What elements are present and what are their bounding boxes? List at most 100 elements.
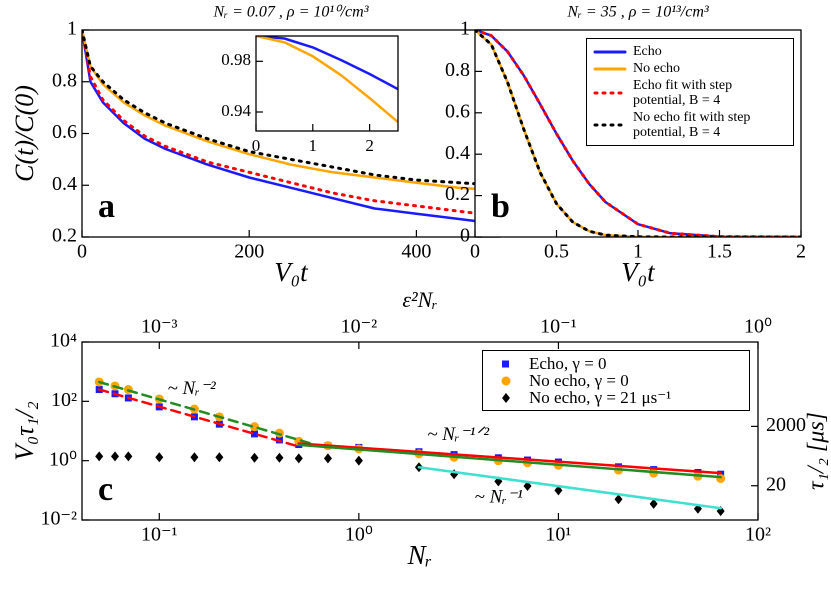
y-tick-label: 0.98 — [221, 50, 251, 69]
marker — [250, 430, 258, 438]
x-tick-label: 0 — [470, 241, 480, 263]
y2-tick-label: 2000 — [766, 414, 806, 436]
y-tick-label: 0.94 — [221, 101, 251, 120]
legend-label: Echo, γ = 0 — [529, 354, 607, 373]
line — [82, 30, 500, 218]
y2-tick-label: 20 — [766, 473, 786, 495]
marker — [716, 474, 726, 484]
legend: Echo No echo Echo fit with step potential,… — [586, 38, 794, 146]
marker — [124, 451, 133, 462]
chart-title: Nᵣ = 35 , ρ = 10¹³/cm³ — [566, 4, 709, 21]
plot-content — [475, 30, 801, 237]
marker — [155, 452, 164, 463]
y-axis-label: C(t)/C(0) — [10, 85, 39, 182]
y-tick-label: 10⁰ — [49, 448, 77, 470]
x-axis-label: V₀t — [274, 257, 309, 287]
marker — [323, 453, 332, 464]
legend-swatch — [593, 67, 627, 70]
x-axis-label: V₀t — [621, 257, 656, 287]
line — [417, 465, 722, 510]
plot-content — [94, 377, 726, 517]
line — [475, 30, 801, 237]
plot-area — [256, 36, 398, 131]
legend-swatch — [593, 50, 627, 53]
legend-label: Echo — [633, 44, 662, 59]
x-tick-label: 0 — [77, 241, 87, 263]
y-tick-label: 10⁻² — [40, 508, 77, 530]
y-tick-label: 0.6 — [52, 121, 77, 143]
annotation: ~ Nᵣ⁻¹ — [475, 486, 523, 507]
legend-entry: No echo — [593, 61, 787, 76]
marker — [250, 452, 259, 463]
x2-tick-label: 10⁻² — [341, 316, 378, 338]
x2-tick-label: 10⁻³ — [141, 316, 178, 338]
x-tick-label: 2 — [365, 136, 374, 155]
x-tick-label: 10⁰ — [345, 524, 373, 546]
y-tick-label: 0.6 — [445, 100, 470, 122]
marker — [523, 480, 532, 491]
legend-entry: Echo, γ = 0 — [489, 354, 743, 373]
y-tick-label: 0.8 — [52, 69, 77, 91]
line — [97, 380, 316, 446]
legend-swatch — [502, 392, 510, 403]
legend-label: Echo fit with step potential, B = 4 — [633, 78, 733, 108]
line — [82, 30, 500, 187]
legend-label: No echo, γ = 21 μs⁻¹ — [529, 388, 672, 407]
line — [297, 442, 722, 475]
y-tick-label: 0.4 — [52, 173, 77, 195]
legend-label: No echo fit with step potential, B = 4 — [633, 110, 751, 140]
legend: Echo, γ = 0 No echo, γ = 0 No echo, γ = 21… — [482, 350, 750, 411]
frame — [81, 341, 759, 521]
legend-swatch — [593, 123, 627, 127]
x-tick-label: 0.5 — [544, 241, 569, 263]
y-tick-label: 10² — [51, 389, 77, 411]
legend-entry: Echo — [593, 44, 787, 59]
legend-label: No echo, γ = 0 — [529, 371, 629, 390]
legend-label: No echo — [633, 61, 681, 76]
legend-swatch — [502, 360, 509, 367]
line — [256, 36, 398, 124]
line — [297, 443, 722, 479]
marker — [554, 485, 563, 496]
y-tick-label: 0 — [460, 225, 470, 247]
plot-content — [256, 36, 398, 124]
marker — [294, 453, 303, 464]
annotation: ~ Nᵣ⁻¹ᐟ² — [427, 424, 489, 445]
x-tick-label: 10⁻¹ — [141, 524, 178, 546]
x2-tick-label: 10⁻¹ — [540, 316, 577, 338]
marker — [614, 494, 623, 505]
x-tick-label: 1.5 — [707, 241, 732, 263]
line — [475, 30, 801, 237]
line — [82, 30, 500, 226]
x-tick-label: 400 — [401, 241, 431, 263]
frame — [255, 35, 399, 132]
legend-entry: No echo, γ = 0 — [489, 371, 743, 390]
y-axis-label: V₀τ₁/₂ — [10, 401, 39, 461]
x-tick-label: 10¹ — [545, 524, 571, 546]
legend-marker — [501, 376, 511, 385]
y2-axis-label: τ₁/₂ [μs] — [804, 412, 830, 490]
y-tick-label: 0.2 — [445, 183, 470, 205]
frame — [474, 29, 802, 238]
x2-axis-label: ε²Nᵣ — [402, 287, 437, 312]
marker — [95, 451, 104, 462]
y-tick-label: 0.8 — [445, 59, 470, 81]
marker — [354, 455, 363, 466]
x-tick-label: 1 — [633, 241, 643, 263]
y-tick-label: 1 — [460, 18, 470, 40]
legend-swatch — [593, 91, 627, 95]
marker — [111, 451, 120, 462]
legend-swatch — [501, 376, 511, 385]
y-tick-label: 0.4 — [445, 142, 470, 164]
x-tick-label: 200 — [234, 241, 264, 263]
y-tick-label: 0.2 — [52, 225, 77, 247]
legend-entry: No echo, γ = 21 μs⁻¹ — [489, 388, 743, 407]
legend-marker — [502, 360, 509, 367]
line — [97, 388, 301, 448]
x-tick-label: 0 — [252, 136, 261, 155]
marker — [275, 452, 284, 463]
x-axis-label: Nᵣ — [407, 540, 433, 570]
marker — [215, 452, 224, 463]
x-tick-label: 10² — [745, 524, 771, 546]
